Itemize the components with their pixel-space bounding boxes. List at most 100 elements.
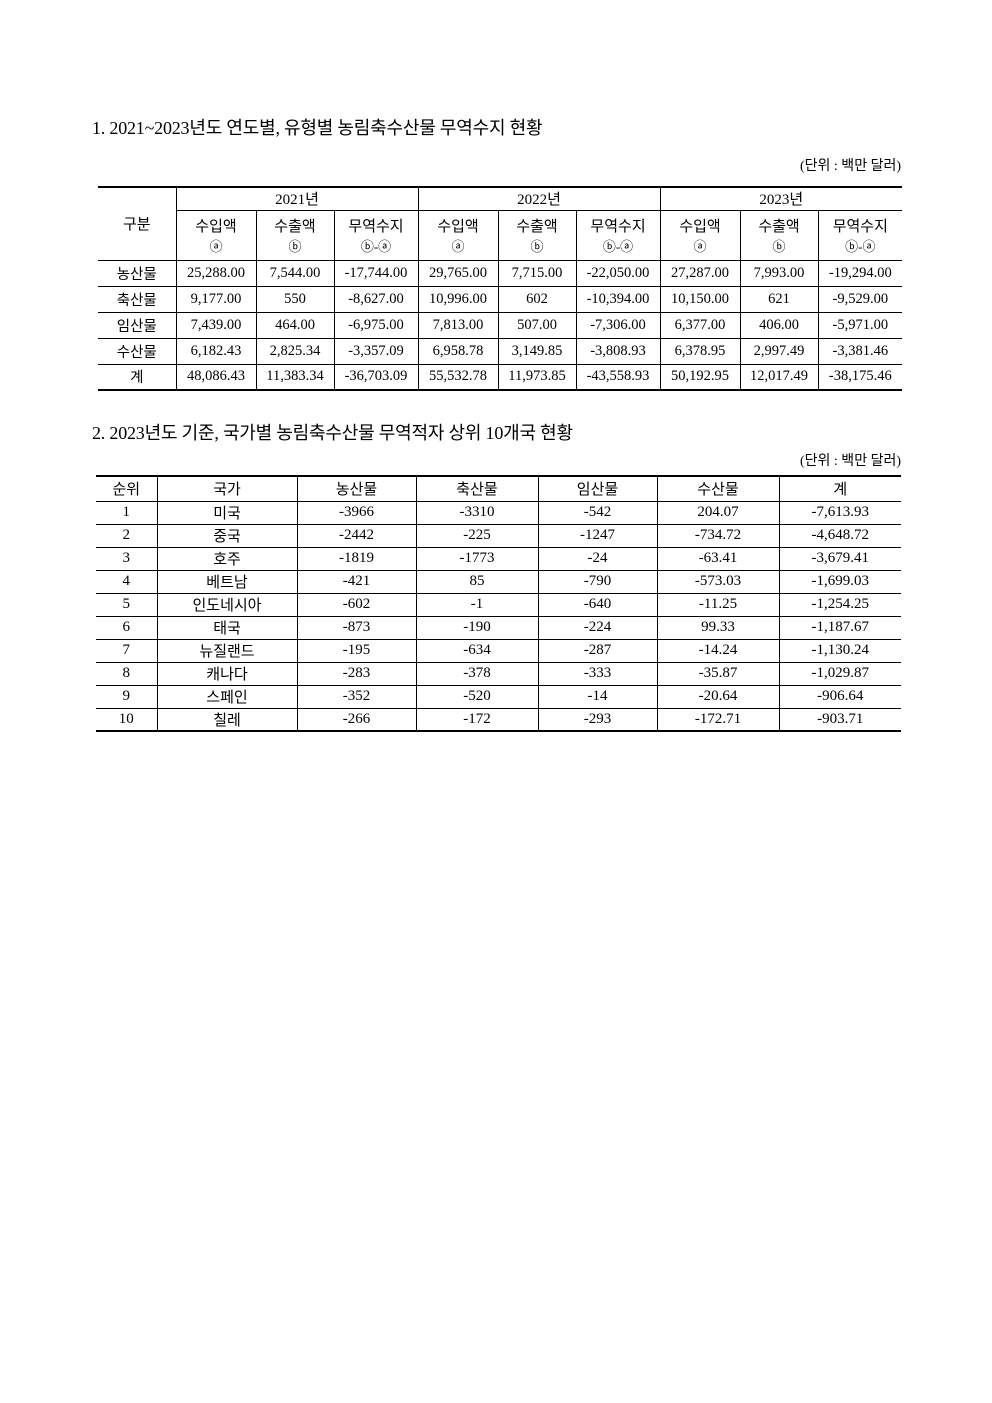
cell: 10,996.00 (417, 285, 499, 313)
country-cell: 스페인 (156, 684, 298, 709)
country-cell: 칠레 (156, 707, 298, 732)
rank-cell: 4 (95, 569, 158, 594)
cell: 2,997.49 (739, 337, 819, 365)
cell: 3,149.85 (497, 337, 577, 365)
column-header: 수입액 ⓐ (175, 209, 257, 261)
section1-unit-label: (단위 : 백만 달러) (800, 159, 901, 174)
cell: -573.03 (656, 569, 780, 594)
cell: -906.64 (778, 684, 902, 709)
column-header: 무역수지 ⓑ-ⓐ (333, 209, 419, 261)
column-header-mark: ⓐ (451, 238, 465, 254)
column-header-mark: ⓑ-ⓐ (845, 238, 876, 254)
cell: 6,378.95 (659, 337, 741, 365)
cell: 550 (255, 285, 335, 313)
column-header: 수출액 ⓑ (255, 209, 335, 261)
cell: -2442 (296, 523, 417, 548)
cell: -36,703.09 (333, 363, 419, 391)
table-row: 3 호주 -1819 -1773 -24 -63.41 -3,679.41 (95, 546, 902, 571)
cell: -542 (537, 500, 658, 525)
table-row: 5 인도네시아 -602 -1 -640 -11.25 -1,254.25 (95, 592, 902, 617)
rank-cell: 3 (95, 546, 158, 571)
cell: 204.07 (656, 500, 780, 525)
column-header-mark: ⓑ (288, 238, 302, 254)
rank-cell: 8 (95, 661, 158, 686)
table-row: 축산물 9,177.00 550 -8,627.00 10,996.00 602… (97, 285, 903, 313)
cell: 9,177.00 (175, 285, 257, 313)
row-label: 농산물 (97, 259, 177, 287)
cell: -287 (537, 638, 658, 663)
table-row: 6 태국 -873 -190 -224 99.33 -1,187.67 (95, 615, 902, 640)
cell: -24 (537, 546, 658, 571)
cell: 29,765.00 (417, 259, 499, 287)
cell: -3966 (296, 500, 417, 525)
column-header-label: 수입액 (437, 219, 479, 236)
section2-title: 2. 2023년도 기준, 국가별 농림축수산물 무역적자 상위 10개국 현황 (92, 423, 573, 443)
rank-cell: 6 (95, 615, 158, 640)
cell: -4,648.72 (778, 523, 902, 548)
column-header: 무역수지 ⓑ-ⓐ (817, 209, 903, 261)
cell: 7,993.00 (739, 259, 819, 287)
cell: -38,175.46 (817, 363, 903, 391)
corner-header: 구분 (97, 186, 177, 261)
cell: -172 (415, 707, 539, 732)
cell: 621 (739, 285, 819, 313)
rank-cell: 10 (95, 707, 158, 732)
cell: -352 (296, 684, 417, 709)
cell: -19,294.00 (817, 259, 903, 287)
column-header-label: 수출액 (516, 219, 558, 236)
column-header-mark: ⓐ (209, 238, 223, 254)
cell: -266 (296, 707, 417, 732)
cell: 7,439.00 (175, 311, 257, 339)
cell: -634 (415, 638, 539, 663)
cell: -43,558.93 (575, 363, 661, 391)
year-group-header: 2021년 (175, 186, 419, 211)
column-header-mark: ⓑ-ⓐ (602, 238, 634, 254)
country-cell: 인도네시아 (156, 592, 298, 617)
year-group-header: 2022년 (417, 186, 661, 211)
rank-cell: 5 (95, 592, 158, 617)
cell: -22,050.00 (575, 259, 661, 287)
cell: -283 (296, 661, 417, 686)
country-cell: 호주 (156, 546, 298, 571)
column-header: 축산물 (415, 475, 539, 502)
cell: -790 (537, 569, 658, 594)
country-cell: 미국 (156, 500, 298, 525)
cell: -1,029.87 (778, 661, 902, 686)
table-subheader-row: 수입액 ⓐ 수출액 ⓑ 무역수지 ⓑ-ⓐ 수입액 ⓐ 수출액 ⓑ 무역수지 ⓑ-ⓐ 수입액 ⓐ… (98, 209, 903, 261)
section1-title: 1. 2021~2023년도 연도별, 유형별 농림축수산물 무역수지 현황 (92, 118, 543, 138)
cell: -1,130.24 (778, 638, 902, 663)
cell: 7,813.00 (417, 311, 499, 339)
cell: -20.64 (656, 684, 780, 709)
column-header: 수출액 ⓑ (497, 209, 577, 261)
cell: -1773 (415, 546, 539, 571)
cell: -3,381.46 (817, 337, 903, 365)
column-header-mark: ⓑ (530, 238, 544, 254)
cell: -378 (415, 661, 539, 686)
column-header: 농산물 (296, 475, 417, 502)
cell: -5,971.00 (817, 311, 903, 339)
cell: -9,529.00 (817, 285, 903, 313)
cell: 7,715.00 (497, 259, 577, 287)
column-header-label: 무역수지 (590, 219, 646, 236)
column-header-mark: ⓐ (693, 238, 707, 254)
cell: -903.71 (778, 707, 902, 732)
table-row: 10 칠레 -266 -172 -293 -172.71 -903.71 (95, 707, 902, 732)
cell: -224 (537, 615, 658, 640)
table-row: 7 뉴질랜드 -195 -634 -287 -14.24 -1,130.24 (95, 638, 902, 663)
cell: -6,975.00 (333, 311, 419, 339)
cell: 55,532.78 (417, 363, 499, 391)
cell: -3,679.41 (778, 546, 902, 571)
column-header: 수산물 (656, 475, 780, 502)
cell: -520 (415, 684, 539, 709)
column-header: 수입액 ⓐ (417, 209, 499, 261)
cell: -1,254.25 (778, 592, 902, 617)
column-header-mark: ⓑ (772, 238, 786, 254)
cell: 50,192.95 (659, 363, 741, 391)
column-header: 순위 (95, 475, 158, 502)
table-header-row: 순위 국가 농산물 축산물 임산물 수산물 계 (95, 475, 902, 502)
cell: -333 (537, 661, 658, 686)
cell: -1819 (296, 546, 417, 571)
column-header: 임산물 (537, 475, 658, 502)
table-row: 농산물 25,288.00 7,544.00 -17,744.00 29,765… (97, 259, 903, 287)
cell: -225 (415, 523, 539, 548)
